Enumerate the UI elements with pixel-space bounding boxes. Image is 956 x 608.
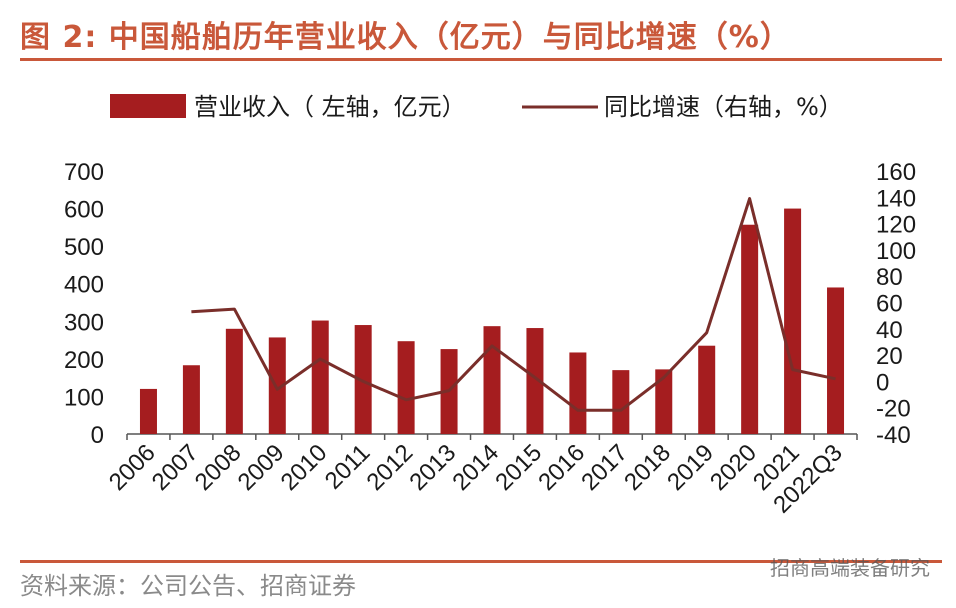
revenue-bar — [784, 208, 802, 434]
chart-title: 图 2: 中国船舶历年营业收入（亿元）与同比增速（%） — [20, 20, 791, 55]
chart-canvas: 营业收入（ 左轴，亿元） 同比增速（右轴，%） 7006005004003002… — [64, 93, 916, 519]
x-axis-tick-label: 2018 — [619, 439, 676, 496]
growth-line — [191, 197, 836, 412]
revenue-bar — [182, 365, 200, 434]
legend-line-label: 同比增速（右轴，%） — [604, 93, 843, 121]
watermark: 招商高端装备研究 — [770, 556, 930, 580]
right-axis-tick-label: 120 — [876, 212, 916, 239]
x-axis-tick-label: 2010 — [276, 439, 333, 496]
revenue-bar — [827, 287, 845, 434]
right-axis-tick-label: -40 — [876, 422, 911, 449]
revenue-bar — [698, 345, 716, 434]
source-note: 资料来源：公司公告、招商证券 — [20, 572, 356, 600]
x-axis-tick-label: 2016 — [533, 439, 590, 496]
footer-divider — [20, 560, 942, 563]
x-axis-tick-label: 2006 — [104, 439, 161, 496]
right-axis-tick-label: 60 — [876, 291, 903, 318]
revenue-bar — [225, 328, 243, 434]
x-axis-tick-label: 2013 — [404, 439, 461, 496]
left-axis-tick-label: 0 — [91, 422, 104, 449]
x-axis-tick-label: 2009 — [233, 439, 290, 496]
x-axis-tick-label: 2015 — [490, 439, 547, 496]
right-axis-tick-label: 140 — [876, 185, 916, 212]
x-axis-tick-label: 2019 — [662, 439, 719, 496]
left-axis-tick-label: 400 — [64, 272, 104, 299]
right-axis-tick-label: 0 — [876, 369, 889, 396]
revenue-bar — [483, 326, 501, 434]
legend-bar-swatch — [110, 94, 186, 118]
x-axis-tick-label: 2008 — [190, 439, 247, 496]
left-axis-tick-label: 100 — [64, 384, 104, 411]
x-axis-tick-label: 2020 — [705, 439, 762, 496]
left-axis-tick-label: 300 — [64, 309, 104, 336]
legend: 营业收入（ 左轴，亿元） 同比增速（右轴，%） — [110, 93, 843, 121]
x-axis-tick-label: 2011 — [320, 439, 376, 495]
title-divider — [20, 58, 942, 61]
right-axis-tick-label: -20 — [876, 396, 911, 423]
right-axis-tick-label: 80 — [876, 264, 903, 291]
x-axis-tick-label: 2017 — [576, 439, 633, 496]
legend-bar-label: 营业收入（ 左轴，亿元） — [194, 93, 466, 121]
left-axis-tick-label: 600 — [64, 197, 104, 224]
revenue-bar — [612, 370, 630, 434]
right-axis-tick-label: 100 — [876, 238, 916, 265]
x-axis-ticks: 2006200720082009201020112012201320142015… — [104, 434, 858, 519]
x-axis-tick-label: 2007 — [147, 439, 204, 496]
growth-line-series — [191, 197, 836, 412]
left-axis-tick-label: 200 — [64, 347, 104, 374]
x-axis-tick-label: 2014 — [447, 439, 504, 496]
right-axis-tick-label: 160 — [876, 159, 916, 186]
revenue-bar — [741, 224, 759, 434]
revenue-bar — [139, 388, 157, 434]
revenue-bar — [526, 328, 544, 434]
revenue-bar — [397, 341, 415, 434]
revenue-bar — [569, 352, 587, 434]
left-axis: 700 600 500 400 300 200 100 0 — [64, 159, 104, 449]
right-axis-tick-label: 20 — [876, 343, 903, 370]
left-axis-tick-label: 700 — [64, 159, 104, 186]
revenue-bar — [354, 325, 372, 434]
right-axis-tick-label: 40 — [876, 317, 903, 344]
bar-series — [139, 208, 845, 434]
revenue-bar — [268, 337, 286, 434]
left-axis-tick-label: 500 — [64, 234, 104, 261]
revenue-bar — [311, 320, 329, 434]
x-axis-tick-label: 2012 — [362, 439, 419, 496]
revenue-bar — [655, 369, 673, 434]
